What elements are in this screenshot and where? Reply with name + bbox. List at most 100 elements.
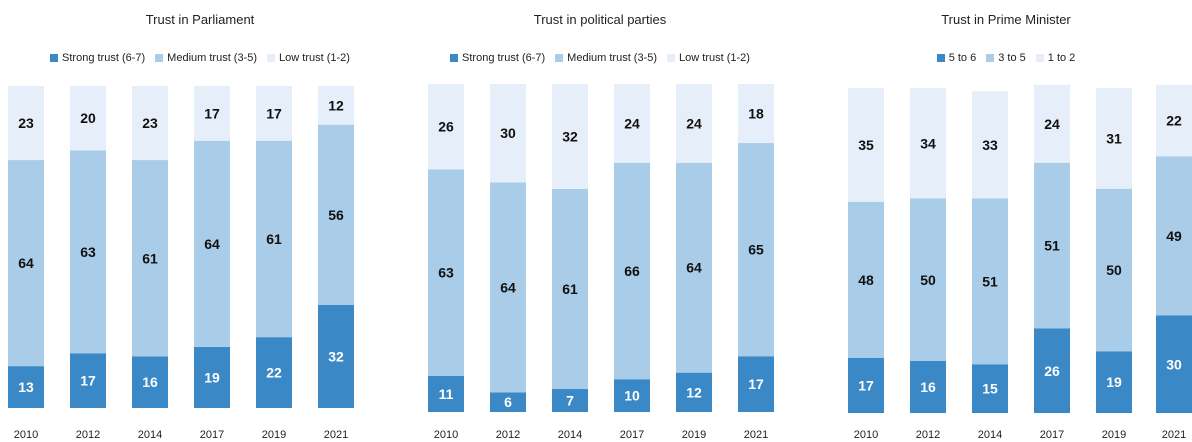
data-label-strong: 16	[920, 379, 936, 395]
bar-segment-strong	[1034, 328, 1070, 413]
bar-segment-strong	[8, 366, 44, 408]
data-label-medium: 51	[982, 273, 998, 289]
data-label-low: 18	[748, 106, 764, 122]
legend-label-low: Low trust (1-2)	[279, 52, 350, 64]
legend-label-strong: Strong trust (6-7)	[62, 52, 146, 64]
data-label-medium: 65	[748, 242, 764, 258]
legend-swatch-medium	[155, 54, 164, 62]
legend-label-low: Low trust (1-2)	[679, 52, 750, 64]
bar-segment-medium	[70, 150, 106, 354]
bar-segment-medium	[1156, 156, 1192, 316]
legend-item-medium: Medium trust (3-5)	[155, 52, 257, 64]
bar-segment-low	[428, 84, 464, 170]
x-tick-label: 2010	[434, 429, 458, 441]
legend-swatch-medium	[555, 54, 564, 62]
x-tick-label: 2019	[682, 429, 706, 441]
data-label-strong: 22	[266, 365, 282, 381]
data-label-low: 26	[438, 119, 454, 135]
x-tick-label: 2012	[916, 429, 940, 441]
legend-label-strong: Strong trust (6-7)	[462, 52, 546, 64]
data-label-strong: 13	[18, 379, 34, 395]
data-label-medium: 64	[500, 279, 516, 295]
x-tick-label: 2017	[1040, 429, 1064, 441]
x-tick-label: 2014	[558, 429, 582, 441]
bar-segment-medium	[132, 160, 168, 357]
data-label-strong: 17	[858, 377, 874, 393]
data-label-low: 32	[562, 128, 578, 144]
bar-segment-strong	[910, 361, 946, 413]
data-label-medium: 50	[1106, 262, 1122, 278]
legend-swatch-strong	[450, 54, 459, 62]
bar-segment-medium	[8, 160, 44, 367]
bar-segment-low	[676, 84, 712, 163]
chart-title: Trust in political parties	[533, 12, 667, 27]
data-label-strong: 16	[142, 374, 158, 390]
x-tick-label: 2017	[620, 429, 644, 441]
bar-segment-strong	[848, 357, 884, 413]
legend-swatch-strong	[50, 54, 59, 62]
bars-plot: 11 63 26 2010 6 64 30 2012 7 61 32 2014 10 66 24 2017 12…	[428, 84, 774, 441]
data-label-medium: 64	[686, 260, 702, 276]
data-label-low: 24	[624, 115, 640, 131]
bar-segment-strong	[428, 375, 464, 412]
bar-segment-low	[614, 84, 650, 163]
data-label-medium: 63	[438, 265, 454, 281]
legend-item-medium: 3 to 5	[986, 52, 1026, 64]
bar-segment-medium	[972, 198, 1008, 365]
legend-item-strong: Strong trust (6-7)	[50, 52, 145, 64]
legend-swatch-medium	[986, 54, 995, 62]
legend-label-medium: Medium trust (3-5)	[567, 52, 658, 64]
data-label-medium: 61	[142, 250, 158, 266]
data-label-low: 17	[204, 105, 220, 121]
data-label-strong: 7	[566, 393, 574, 409]
data-label-low: 20	[80, 110, 96, 126]
data-label-medium: 50	[920, 272, 936, 288]
bar-segment-strong	[1096, 351, 1132, 413]
data-label-low: 22	[1166, 113, 1182, 129]
x-tick-label: 2019	[1102, 429, 1126, 441]
data-label-strong: 30	[1166, 356, 1182, 372]
legend-label-medium: Medium trust (3-5)	[167, 52, 258, 64]
x-tick-label: 2017	[200, 429, 224, 441]
bar-segment-strong	[256, 337, 292, 408]
data-label-strong: 19	[1106, 374, 1122, 390]
legend-label-low: 1 to 2	[1047, 52, 1076, 64]
legend-swatch-low	[267, 54, 276, 62]
data-label-low: 23	[18, 115, 34, 131]
legend-item-low: 1 to 2	[1035, 52, 1076, 64]
bar-segment-medium	[910, 198, 946, 361]
bar-segment-strong	[318, 304, 354, 408]
bar-segment-medium	[848, 201, 884, 358]
bar-segment-strong	[552, 389, 588, 412]
x-tick-label: 2012	[76, 429, 100, 441]
bar-segment-medium	[1096, 188, 1132, 352]
data-label-strong: 6	[504, 394, 512, 410]
data-label-strong: 17	[80, 373, 96, 389]
data-label-medium: 56	[328, 207, 344, 223]
data-label-low: 17	[266, 105, 282, 121]
legend-item-low: Low trust (1-2)	[267, 52, 350, 64]
legend-item-strong: Strong trust (6-7)	[450, 52, 545, 64]
bar-segment-strong	[1156, 315, 1192, 413]
bar-segment-medium	[194, 140, 230, 347]
legend-swatch-low	[1035, 54, 1044, 62]
data-label-medium: 64	[18, 255, 34, 271]
x-tick-label: 2010	[854, 429, 878, 441]
data-label-strong: 32	[328, 348, 344, 364]
data-label-strong: 10	[624, 388, 640, 404]
data-label-strong: 26	[1044, 363, 1060, 379]
data-label-medium: 66	[624, 263, 640, 279]
bar-segment-medium	[256, 140, 292, 338]
bar-segment-medium	[676, 162, 712, 373]
legend-swatch-strong	[936, 54, 945, 62]
chart-title: Trust in Prime Minister	[941, 12, 1071, 27]
data-label-strong: 17	[748, 376, 764, 392]
legend: Strong trust (6-7) Medium trust (3-5) Lo…	[410, 52, 790, 64]
data-label-medium: 63	[80, 244, 96, 260]
data-label-strong: 15	[982, 381, 998, 397]
bar-segment-low	[848, 88, 884, 202]
legend-item-medium: Medium trust (3-5)	[555, 52, 657, 64]
bar-segment-medium	[552, 188, 588, 390]
bar-segment-medium	[1034, 162, 1070, 329]
bar-segment-low	[910, 88, 946, 199]
